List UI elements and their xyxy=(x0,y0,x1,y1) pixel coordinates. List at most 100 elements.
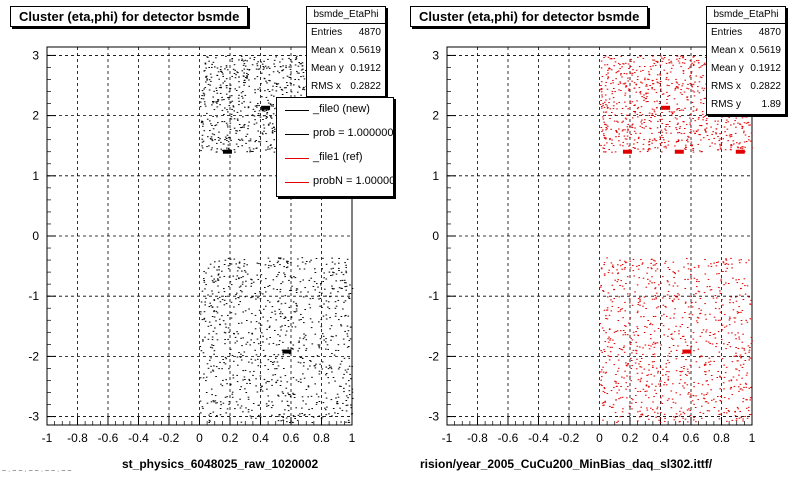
data-point xyxy=(603,57,605,58)
data-point xyxy=(694,407,697,408)
data-point xyxy=(705,329,708,331)
data-point xyxy=(201,145,203,147)
data-point xyxy=(215,124,218,126)
data-point xyxy=(255,417,257,419)
data-point xyxy=(618,101,620,103)
data-point xyxy=(650,407,652,409)
x-tick-label: -0.4 xyxy=(528,431,549,445)
data-point xyxy=(275,344,278,346)
data-point xyxy=(249,140,252,142)
data-point xyxy=(278,344,280,345)
data-point xyxy=(338,366,341,368)
data-point xyxy=(737,408,739,410)
data-point xyxy=(613,289,615,291)
data-point xyxy=(226,408,229,410)
data-point xyxy=(705,340,708,342)
data-point xyxy=(639,346,641,348)
data-point xyxy=(336,403,338,405)
data-point xyxy=(249,151,251,153)
data-point xyxy=(303,268,306,270)
data-point xyxy=(660,90,663,92)
data-point xyxy=(225,303,228,305)
data-point xyxy=(338,385,341,387)
data-point xyxy=(608,67,610,69)
data-point xyxy=(219,84,222,86)
data-point xyxy=(697,317,700,319)
data-point xyxy=(271,401,273,403)
data-point xyxy=(298,347,301,349)
data-point xyxy=(615,72,618,74)
data-point xyxy=(713,407,716,408)
data-point xyxy=(266,405,268,407)
data-point xyxy=(689,117,691,119)
y-tick-label: -3 xyxy=(28,410,39,424)
data-point xyxy=(624,370,626,372)
data-point xyxy=(292,392,294,394)
data-point xyxy=(216,312,219,314)
data-point xyxy=(338,258,340,259)
data-point xyxy=(266,67,268,69)
data-point xyxy=(659,136,662,138)
data-point xyxy=(272,288,275,290)
data-point xyxy=(683,266,685,268)
data-point xyxy=(731,332,733,334)
data-point xyxy=(629,343,632,345)
data-point xyxy=(243,72,245,74)
data-point xyxy=(341,409,344,411)
data-point xyxy=(691,314,694,316)
data-point xyxy=(234,88,236,90)
data-point xyxy=(695,341,698,343)
data-point xyxy=(627,386,629,388)
data-point xyxy=(660,88,662,90)
data-point xyxy=(744,416,746,417)
data-point xyxy=(682,55,685,57)
data-point xyxy=(345,282,347,284)
data-point xyxy=(260,345,262,347)
data-point xyxy=(729,318,731,320)
data-point xyxy=(291,326,293,328)
data-point xyxy=(699,76,702,78)
data-point xyxy=(608,68,610,70)
data-point xyxy=(339,407,341,409)
data-point xyxy=(266,320,269,322)
data-point xyxy=(609,346,612,348)
data-point xyxy=(601,88,603,90)
data-point xyxy=(348,293,350,295)
data-point xyxy=(326,344,329,346)
data-point xyxy=(261,63,264,65)
data-point xyxy=(655,296,657,298)
data-point xyxy=(633,139,636,141)
data-point xyxy=(655,263,658,265)
data-point xyxy=(251,409,253,411)
data-point xyxy=(230,118,233,120)
data-point xyxy=(648,115,651,116)
data-point xyxy=(213,401,215,403)
data-point xyxy=(716,297,718,299)
data-point xyxy=(687,371,689,373)
data-point xyxy=(634,362,637,364)
data-point xyxy=(739,383,742,385)
data-point xyxy=(656,81,659,83)
data-point xyxy=(730,386,732,388)
data-point xyxy=(261,132,264,134)
data-point xyxy=(604,400,606,402)
data-point xyxy=(609,118,611,119)
data-point xyxy=(703,371,706,373)
data-point xyxy=(201,319,204,321)
data-point xyxy=(614,151,617,153)
data-point xyxy=(212,411,215,413)
data-point xyxy=(719,311,722,313)
data-point xyxy=(258,322,260,324)
data-point xyxy=(734,120,736,122)
data-point xyxy=(274,330,276,331)
data-point xyxy=(269,325,271,327)
data-point xyxy=(347,315,350,317)
data-point xyxy=(636,79,639,80)
data-point xyxy=(633,82,636,84)
data-point xyxy=(199,377,202,379)
data-point xyxy=(636,345,639,347)
data-point xyxy=(618,389,620,391)
data-point xyxy=(206,78,208,80)
data-point xyxy=(330,339,332,341)
data-point xyxy=(212,400,215,402)
